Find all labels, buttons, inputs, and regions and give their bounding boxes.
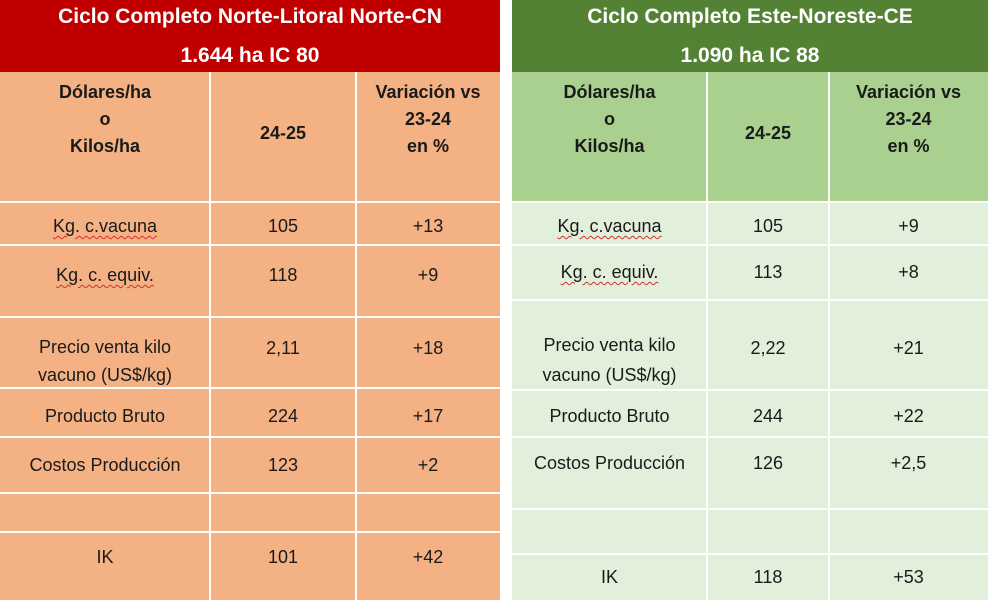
table-panel-este: Ciclo Completo Este-Noreste-CE 1.090 ha … (512, 0, 988, 600)
row-divider (512, 244, 988, 246)
row-value: 105 (267, 216, 299, 236)
row-value: 118 (268, 265, 298, 285)
column-divider (706, 72, 708, 600)
row-value: 118 (753, 567, 783, 587)
header-period: 24-25 (259, 123, 307, 143)
row-divider (512, 508, 988, 510)
row-value: 123 (267, 455, 299, 475)
data-table: Dólares/ha o Kilos/ha 24-25 Variación vs… (512, 72, 988, 600)
data-table: Dólares/ha o Kilos/ha 24-25 Variación vs… (0, 72, 500, 600)
row-label: Precio venta kilo vacuno (US$/kg) (0, 333, 210, 389)
row-divider (0, 531, 500, 533)
row-value: 113 (753, 262, 783, 282)
row-value: 2,22 (750, 338, 786, 358)
row-label: Costos Producción (29, 455, 181, 475)
header-variation-line: en % (406, 136, 449, 156)
row-label: Kg. c.vacuna (512, 214, 707, 238)
row-value: 126 (752, 453, 784, 473)
row-divider (512, 553, 988, 555)
row-value: 224 (267, 406, 299, 426)
row-variation: +21 (893, 338, 924, 358)
row-label: Kg. c. equiv. (512, 260, 707, 284)
column-divider (209, 72, 211, 600)
panel-title: Ciclo Completo Este-Noreste-CE (512, 0, 988, 36)
row-variation: +53 (893, 567, 924, 587)
header-units-line: o (604, 109, 615, 129)
panel-subtitle: 1.090 ha IC 88 (512, 36, 988, 72)
row-label-line: Precio venta kilo (38, 337, 172, 357)
row-variation: +9 (417, 265, 439, 285)
row-label-text: Kg. c.vacuna (52, 216, 158, 236)
panel-title: Ciclo Completo Norte-Litoral Norte-CN (0, 0, 500, 36)
row-variation: +18 (412, 338, 444, 358)
row-label-line: Precio venta kilo (543, 335, 676, 355)
row-variation: +2 (417, 455, 439, 475)
row-variation: +9 (898, 216, 919, 236)
row-divider (0, 492, 500, 494)
row-label: Costos Producción (533, 453, 686, 473)
panel-subtitle: 1.644 ha IC 80 (0, 36, 500, 72)
header-units-line: Kilos/ha (69, 136, 140, 156)
row-value: 101 (267, 547, 299, 567)
row-variation: +8 (898, 262, 919, 282)
row-variation: +13 (412, 216, 444, 236)
header-variation-line: 23-24 (885, 109, 932, 129)
row-divider (0, 244, 500, 246)
column-divider (828, 72, 830, 600)
table-panel-norte: Ciclo Completo Norte-Litoral Norte-CN 1.… (0, 0, 500, 600)
header-units-line: Kilos/ha (574, 136, 645, 156)
column-divider (355, 72, 357, 600)
row-value: 105 (752, 216, 784, 236)
row-label: IK (600, 567, 618, 587)
row-divider (512, 436, 988, 438)
row-label-line: vacuno (US$/kg) (542, 365, 677, 385)
header-units-line: Dólares/ha (563, 82, 656, 102)
row-value: 244 (752, 406, 784, 426)
header-units-line: Dólares/ha (58, 82, 152, 102)
header-units: Dólares/ha o Kilos/ha (512, 79, 707, 160)
header-variation-line: Variación vs (855, 82, 962, 102)
header-band (512, 72, 988, 201)
row-label: Precio venta kilo vacuno (US$/kg) (512, 330, 707, 390)
header-variation-line: 23-24 (404, 109, 452, 129)
row-value: 2,11 (266, 338, 300, 358)
header-units-line: o (99, 109, 111, 129)
row-label-text: Kg. c. equiv. (56, 265, 154, 285)
row-label-text: Kg. c.vacuna (557, 216, 662, 236)
row-label-text: Kg. c. equiv. (560, 262, 659, 282)
header-variation: Variación vs 23-24 en % (356, 79, 500, 160)
row-variation: +2,5 (890, 453, 927, 473)
row-label: Producto Bruto (44, 406, 166, 426)
row-divider (512, 201, 988, 203)
header-period: 24-25 (744, 123, 792, 143)
header-variation-line: Variación vs (375, 82, 481, 102)
row-divider (0, 201, 500, 203)
row-label: Kg. c.vacuna (0, 214, 210, 238)
row-divider (0, 387, 500, 389)
row-variation: +17 (412, 406, 444, 426)
header-units: Dólares/ha o Kilos/ha (0, 79, 210, 160)
row-label: Kg. c. equiv. (0, 263, 210, 287)
row-divider (512, 389, 988, 391)
row-variation: +22 (893, 406, 924, 426)
row-label: Producto Bruto (549, 406, 670, 426)
row-divider (512, 299, 988, 301)
row-label-line: vacuno (US$/kg) (37, 365, 173, 385)
row-divider (0, 316, 500, 318)
row-divider (0, 436, 500, 438)
row-variation: +42 (412, 547, 444, 567)
header-variation: Variación vs 23-24 en % (829, 79, 988, 160)
header-variation-line: en % (887, 136, 930, 156)
row-label: IK (96, 547, 114, 567)
